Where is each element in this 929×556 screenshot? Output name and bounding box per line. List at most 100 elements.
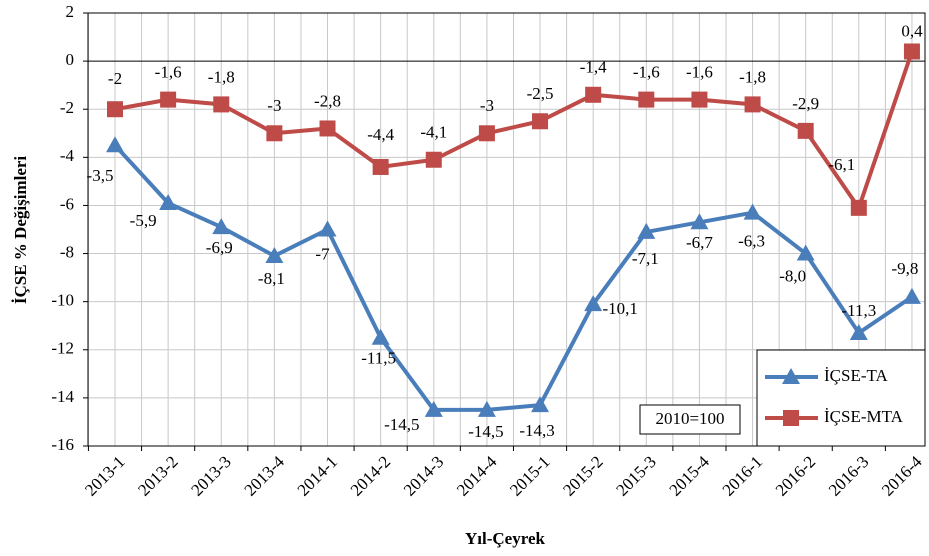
data-point bbox=[638, 91, 655, 108]
data-label: 0,4 bbox=[901, 21, 923, 40]
data-label: -10,1 bbox=[602, 299, 637, 318]
x-tick-label: 2016-3 bbox=[825, 452, 872, 499]
data-point bbox=[744, 96, 761, 113]
x-tick-label: 2014-1 bbox=[294, 452, 341, 499]
y-axis-label: İÇSE % Değişimleri bbox=[11, 156, 30, 305]
legend-label: İÇSE-TA bbox=[824, 366, 889, 385]
data-label: -4,4 bbox=[367, 125, 394, 144]
data-label: -14,3 bbox=[519, 421, 554, 440]
x-tick-label: 2013-1 bbox=[81, 452, 128, 499]
y-tick-label: -6 bbox=[60, 194, 74, 213]
data-point bbox=[425, 151, 442, 168]
data-point bbox=[585, 86, 602, 103]
y-tick-label: 2 bbox=[66, 2, 75, 21]
data-point bbox=[850, 199, 867, 216]
data-point bbox=[160, 91, 177, 108]
data-label: -2 bbox=[108, 69, 122, 88]
data-label: -2,8 bbox=[314, 91, 341, 110]
data-point bbox=[424, 400, 443, 417]
data-point bbox=[797, 122, 814, 139]
data-point bbox=[743, 203, 762, 220]
data-label: -6,7 bbox=[686, 233, 713, 252]
y-tick-label: -12 bbox=[51, 339, 74, 358]
x-tick-label: 2013-2 bbox=[134, 452, 181, 499]
data-point bbox=[371, 328, 390, 345]
x-tick-label: 2014-4 bbox=[453, 452, 501, 500]
x-tick-label: 2013-4 bbox=[240, 452, 288, 500]
data-point bbox=[265, 246, 284, 263]
data-point bbox=[532, 113, 549, 130]
data-label: -1,6 bbox=[633, 63, 660, 82]
data-label: -4,1 bbox=[420, 123, 447, 142]
data-point bbox=[106, 136, 124, 153]
legend-marker bbox=[783, 410, 799, 426]
y-tick-label: -2 bbox=[60, 98, 74, 117]
data-point bbox=[477, 400, 496, 417]
annotation-box bbox=[639, 404, 741, 435]
y-tick-label: 0 bbox=[66, 50, 75, 69]
data-label: -14,5 bbox=[468, 422, 503, 441]
data-label: -6,3 bbox=[738, 232, 765, 251]
x-tick-label: 2016-4 bbox=[878, 452, 926, 500]
data-label: -6,1 bbox=[828, 155, 855, 174]
y-tick-label: -10 bbox=[51, 291, 74, 310]
data-label: -2,5 bbox=[527, 84, 554, 103]
data-point bbox=[903, 43, 920, 60]
data-point bbox=[107, 101, 123, 118]
x-tick-label: 2015-1 bbox=[506, 452, 553, 499]
data-label: -9,8 bbox=[891, 259, 918, 278]
data-point bbox=[319, 120, 336, 137]
x-tick-label: 2015-4 bbox=[666, 452, 714, 500]
legend-marker bbox=[782, 368, 800, 384]
y-tick-label: -16 bbox=[51, 435, 74, 454]
data-label: -11,3 bbox=[841, 301, 876, 320]
data-label: -5,9 bbox=[130, 211, 157, 230]
data-point bbox=[690, 213, 709, 230]
data-label: -7,1 bbox=[632, 249, 659, 268]
data-point bbox=[478, 125, 495, 142]
data-point bbox=[318, 220, 337, 237]
data-point bbox=[796, 244, 815, 261]
data-label: -1,6 bbox=[155, 63, 182, 82]
data-label: -2,9 bbox=[792, 94, 819, 113]
data-label: -8,1 bbox=[258, 269, 285, 288]
data-point bbox=[691, 91, 708, 108]
data-label: -1,4 bbox=[580, 58, 607, 77]
x-tick-label: 2014-3 bbox=[400, 452, 447, 499]
x-tick-label: 2014-2 bbox=[347, 452, 394, 499]
x-tick-label: 2015-2 bbox=[559, 452, 606, 499]
data-point bbox=[849, 323, 868, 340]
plot-frame bbox=[87, 12, 926, 447]
data-label: -1,8 bbox=[739, 67, 766, 86]
data-label: -1,6 bbox=[686, 63, 713, 82]
legend-box bbox=[756, 349, 926, 447]
x-tick-label: 2015-3 bbox=[612, 452, 659, 499]
data-point bbox=[212, 218, 231, 235]
series-line bbox=[113, 143, 914, 412]
annotation: 2010=100 bbox=[655, 409, 724, 428]
data-label: -11,5 bbox=[361, 349, 396, 368]
data-label: -1,8 bbox=[208, 67, 235, 86]
y-tick-label: -4 bbox=[60, 146, 75, 165]
data-point bbox=[637, 222, 656, 239]
data-point bbox=[266, 125, 283, 142]
x-axis-label: Yıl-Çeyrek bbox=[465, 529, 545, 548]
data-label: -7 bbox=[315, 244, 330, 263]
data-label: -3,5 bbox=[87, 166, 114, 185]
data-label: -3 bbox=[267, 96, 281, 115]
data-label: -3 bbox=[480, 96, 494, 115]
data-point bbox=[372, 158, 389, 175]
data-label: -6,9 bbox=[206, 238, 233, 257]
data-point bbox=[902, 287, 921, 304]
y-tick-label: -8 bbox=[60, 242, 74, 261]
x-tick-label: 2016-2 bbox=[772, 452, 819, 499]
y-tick-label: -14 bbox=[51, 387, 74, 406]
data-point bbox=[213, 96, 230, 113]
data-label: -14,5 bbox=[384, 415, 419, 434]
series-line bbox=[114, 50, 914, 210]
data-point bbox=[531, 396, 550, 413]
x-tick-label: 2013-3 bbox=[187, 452, 234, 499]
data-label: -8,0 bbox=[779, 266, 806, 285]
data-point bbox=[584, 295, 603, 312]
